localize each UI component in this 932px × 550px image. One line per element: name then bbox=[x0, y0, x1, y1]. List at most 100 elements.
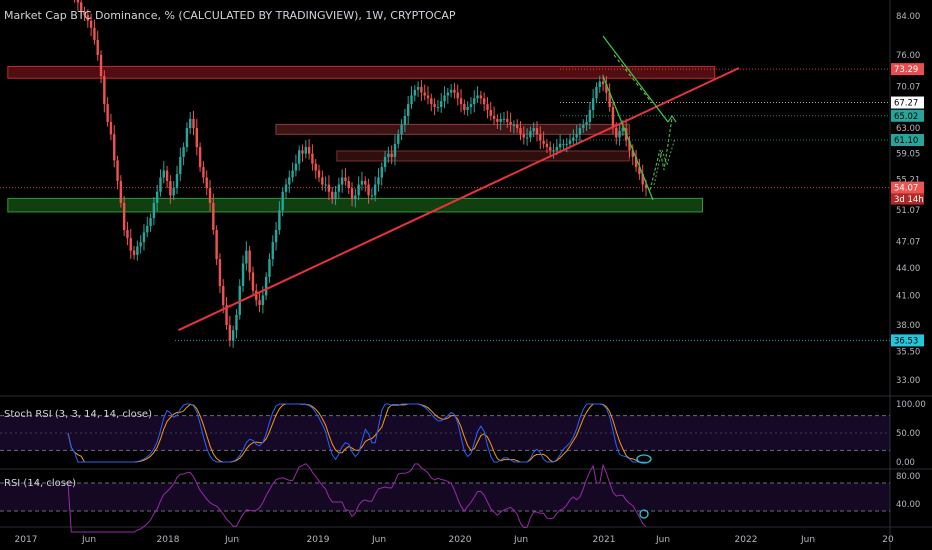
candle-body[interactable] bbox=[373, 184, 377, 196]
candle-body[interactable] bbox=[572, 137, 575, 141]
channel-upper-line[interactable] bbox=[602, 35, 669, 123]
candle[interactable] bbox=[116, 155, 119, 190]
candle-body[interactable] bbox=[535, 128, 539, 135]
candle-body[interactable] bbox=[357, 184, 360, 196]
candle[interactable] bbox=[146, 216, 149, 238]
candle-body[interactable] bbox=[496, 118, 499, 122]
candle-body[interactable] bbox=[555, 147, 559, 151]
candle[interactable] bbox=[347, 176, 350, 195]
candle[interactable] bbox=[575, 125, 578, 145]
candle-body[interactable] bbox=[562, 143, 565, 145]
candle-body[interactable] bbox=[331, 191, 334, 200]
candle-body[interactable] bbox=[99, 54, 103, 77]
candle-body[interactable] bbox=[406, 104, 410, 116]
candle[interactable] bbox=[155, 184, 159, 212]
candle[interactable] bbox=[331, 187, 334, 204]
candle-body[interactable] bbox=[466, 107, 469, 110]
candle-body[interactable] bbox=[509, 121, 512, 125]
candle[interactable] bbox=[558, 134, 562, 153]
candle[interactable] bbox=[393, 134, 397, 166]
candle-body[interactable] bbox=[522, 134, 525, 138]
candle-body[interactable] bbox=[443, 95, 446, 102]
candle-body[interactable] bbox=[634, 156, 638, 168]
candle[interactable] bbox=[301, 144, 304, 162]
candle-body[interactable] bbox=[198, 147, 202, 168]
candle-body[interactable] bbox=[416, 87, 420, 90]
candle[interactable] bbox=[535, 121, 539, 142]
candle-body[interactable] bbox=[423, 92, 426, 96]
candle-body[interactable] bbox=[218, 259, 222, 287]
candle-body[interactable] bbox=[539, 134, 542, 141]
candle[interactable] bbox=[83, 6, 86, 21]
candle-body[interactable] bbox=[172, 188, 175, 196]
candle[interactable] bbox=[413, 85, 416, 102]
candle[interactable] bbox=[132, 245, 136, 260]
candle[interactable] bbox=[169, 175, 172, 204]
candle-body[interactable] bbox=[311, 153, 314, 164]
candle-body[interactable] bbox=[304, 147, 308, 154]
candle-body[interactable] bbox=[638, 167, 641, 174]
candle[interactable] bbox=[192, 110, 195, 136]
candle[interactable] bbox=[466, 101, 469, 116]
candle-body[interactable] bbox=[86, 15, 90, 21]
candle[interactable] bbox=[492, 106, 496, 125]
candle-body[interactable] bbox=[463, 104, 466, 110]
candle-body[interactable] bbox=[116, 160, 119, 181]
candle[interactable] bbox=[264, 272, 268, 301]
candle-body[interactable] bbox=[410, 95, 413, 105]
candle-body[interactable] bbox=[215, 229, 218, 260]
candle-body[interactable] bbox=[489, 109, 492, 116]
candle-body[interactable] bbox=[440, 101, 443, 108]
candle-body[interactable] bbox=[301, 150, 304, 154]
candle-body[interactable] bbox=[139, 242, 142, 247]
candle[interactable] bbox=[175, 165, 179, 195]
stoch-rsi-pane[interactable] bbox=[0, 403, 890, 464]
time-axis[interactable]: 2017 Jun 2018 Jun 2019 Jun 2020 Jun 2021 Jun 2022 J… bbox=[15, 535, 894, 545]
candle-body[interactable] bbox=[251, 272, 255, 291]
candle[interactable] bbox=[324, 176, 327, 192]
candle-body[interactable] bbox=[367, 184, 370, 196]
candle[interactable] bbox=[406, 95, 410, 125]
candle[interactable] bbox=[235, 309, 238, 339]
candle[interactable] bbox=[502, 111, 506, 124]
candle-body[interactable] bbox=[397, 134, 400, 144]
candle[interactable] bbox=[228, 315, 232, 347]
candle[interactable] bbox=[529, 126, 532, 143]
candle[interactable] bbox=[340, 169, 344, 193]
candle[interactable] bbox=[443, 86, 446, 109]
candle-body[interactable] bbox=[155, 191, 159, 203]
candle-body[interactable] bbox=[76, 0, 80, 3]
candle[interactable] bbox=[410, 86, 413, 109]
candle-body[interactable] bbox=[499, 118, 502, 122]
candle-body[interactable] bbox=[525, 137, 529, 139]
candle[interactable] bbox=[185, 122, 189, 152]
candle-body[interactable] bbox=[380, 167, 383, 178]
candle-body[interactable] bbox=[298, 150, 301, 164]
candle-body[interactable] bbox=[387, 153, 390, 157]
candle[interactable] bbox=[542, 131, 545, 149]
candle-body[interactable] bbox=[152, 202, 156, 219]
candle[interactable] bbox=[638, 158, 641, 180]
candle-body[interactable] bbox=[136, 246, 139, 255]
candle-body[interactable] bbox=[354, 195, 357, 200]
candle[interactable] bbox=[159, 169, 162, 197]
candle-body[interactable] bbox=[469, 104, 473, 108]
candle[interactable] bbox=[370, 188, 374, 201]
candle[interactable] bbox=[222, 279, 225, 314]
candle-body[interactable] bbox=[350, 188, 354, 200]
candle-body[interactable] bbox=[83, 11, 86, 16]
candle[interactable] bbox=[152, 197, 156, 226]
candle[interactable] bbox=[469, 97, 473, 115]
candle-body[interactable] bbox=[542, 140, 545, 144]
candle[interactable] bbox=[572, 129, 575, 147]
candle[interactable] bbox=[314, 159, 317, 179]
candle-body[interactable] bbox=[189, 118, 192, 129]
candle[interactable] bbox=[251, 266, 255, 296]
candle-body[interactable] bbox=[89, 20, 93, 28]
drawings[interactable] bbox=[178, 35, 740, 332]
candle[interactable] bbox=[311, 144, 314, 171]
candle[interactable] bbox=[367, 178, 370, 204]
candle[interactable] bbox=[122, 195, 126, 236]
candle[interactable] bbox=[509, 112, 512, 133]
candle[interactable] bbox=[86, 9, 90, 28]
